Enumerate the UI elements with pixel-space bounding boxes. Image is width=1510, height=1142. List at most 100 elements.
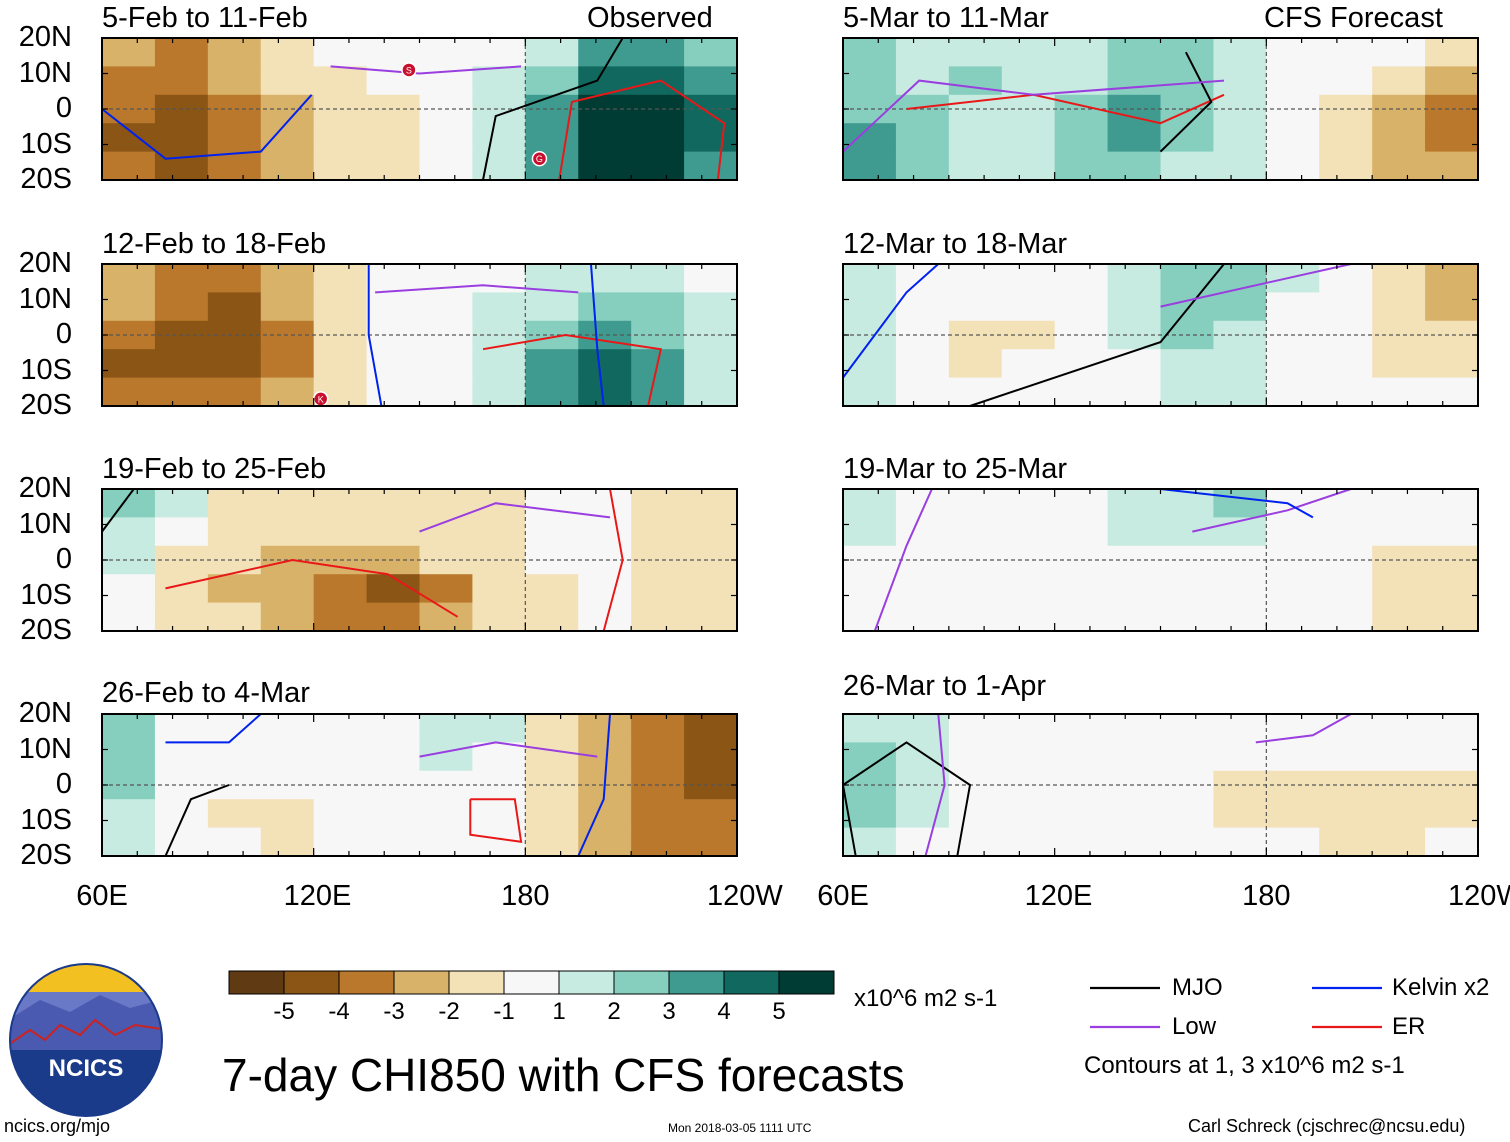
- heatmap-cell: [1054, 714, 1109, 743]
- heatmap-cell: [1001, 742, 1056, 772]
- heatmap-cell: [684, 574, 738, 604]
- panel-6: [842, 488, 1479, 632]
- heatmap-cell: [1372, 66, 1426, 96]
- heatmap-cell: [1107, 377, 1162, 407]
- heatmap-cell: [1425, 799, 1479, 829]
- heatmap-cell: [631, 151, 685, 181]
- panel-title: 19-Feb to 25-Feb: [102, 453, 327, 485]
- heatmap-cell: [684, 827, 738, 857]
- heatmap-cell: [948, 38, 1003, 67]
- lat-tick-label: 20S: [20, 614, 72, 646]
- heatmap-cell: [1213, 827, 1267, 857]
- contour-line: [842, 79, 1225, 153]
- heatmap-cell: [472, 123, 526, 153]
- heatmap-cell: [684, 123, 738, 153]
- storm-label: K: [318, 394, 324, 404]
- colorbar-tick-label: 4: [717, 998, 731, 1025]
- heatmap-cell: [1160, 714, 1215, 743]
- heatmap-cell: [1001, 349, 1056, 379]
- heatmap-cell: [895, 38, 950, 67]
- heatmap-cell: [1319, 292, 1373, 322]
- heatmap-cell: [1266, 827, 1320, 857]
- heatmap-cell: [895, 827, 950, 857]
- lon-tick-label: 120E: [1024, 880, 1093, 912]
- column-label-observed: Observed: [587, 2, 713, 34]
- heatmap-cell: [1160, 151, 1215, 181]
- heatmap-cell: [948, 123, 1003, 153]
- heatmap-cell: [1001, 827, 1056, 857]
- heatmap-cell: [1372, 827, 1426, 857]
- heatmap-cell: [154, 517, 209, 547]
- heatmap-cell: [1266, 517, 1320, 547]
- heatmap-cell: [1372, 799, 1426, 829]
- contour-line: [164, 784, 230, 857]
- heatmap-cell: [1054, 489, 1109, 518]
- heatmap-cell: [1160, 574, 1215, 604]
- heatmap-cell: [1266, 799, 1320, 829]
- heatmap-cell: [948, 799, 1003, 829]
- heatmap-cell: [366, 264, 421, 293]
- heatmap-cell: [1319, 377, 1373, 407]
- heatmap-cell: [684, 489, 738, 518]
- heatmap-cell: [419, 489, 474, 518]
- heatmap-cell: [1425, 517, 1479, 547]
- heatmap-cell: [154, 799, 209, 829]
- heatmap-cell: [843, 38, 897, 67]
- heatmap-cell: [260, 292, 315, 322]
- heatmap-cell: [525, 714, 579, 743]
- heatmap-cell: [1213, 377, 1267, 407]
- heatmap-cell: [1160, 349, 1215, 379]
- heatmap-cell: [366, 489, 421, 518]
- heatmap-cell: [154, 827, 209, 857]
- heatmap-cell: [207, 377, 262, 407]
- heatmap-cell: [1266, 377, 1320, 407]
- heatmap-cell: [102, 264, 156, 293]
- heatmap-cell: [843, 574, 897, 604]
- colorbar-tick-label: 3: [662, 998, 676, 1025]
- contour-line: [558, 79, 726, 181]
- chart-title: 7-day CHI850 with CFS forecasts: [222, 1049, 905, 1101]
- heatmap-cell: [207, 292, 262, 322]
- heatmap-cell: [1213, 349, 1267, 379]
- heatmap-cell: [1425, 827, 1479, 857]
- heatmap-cell: [684, 377, 738, 407]
- heatmap-cell: [154, 489, 209, 518]
- heatmap-cell: [525, 799, 579, 829]
- heatmap-cell: [948, 292, 1003, 322]
- heatmap-cell: [1213, 38, 1267, 67]
- heatmap-cell: [1213, 602, 1267, 632]
- heatmap-cell: [313, 123, 368, 153]
- heatmap-cell: [1001, 38, 1056, 67]
- heatmap-cell: [1107, 349, 1162, 379]
- lat-tick-label: 20N: [18, 21, 72, 53]
- heatmap-cell: [1266, 264, 1320, 293]
- heatmap-cell: [472, 38, 526, 67]
- contour-line: [1159, 51, 1213, 153]
- heatmap-cell: [154, 714, 209, 743]
- contour-line: [842, 263, 939, 379]
- heatmap-cell: [525, 827, 579, 857]
- legend-label-kelvin: Kelvin x2: [1392, 974, 1490, 1001]
- heatmap-cell: [1160, 377, 1215, 407]
- lat-tick-label: 20N: [18, 247, 72, 279]
- heatmap-cell: [1319, 574, 1373, 604]
- lon-tick-label: 120E: [283, 880, 352, 912]
- contour-line: [419, 741, 598, 758]
- heatmap-cell: [843, 799, 897, 829]
- heatmap-cell: [948, 151, 1003, 181]
- heatmap-cell: [260, 714, 315, 743]
- contour-note: Contours at 1, 3 x10^6 m2 s-1: [1084, 1052, 1405, 1079]
- colorbar-tick-label: -3: [383, 998, 405, 1025]
- heatmap-cell: [1001, 151, 1056, 181]
- heatmap-cell: [1425, 349, 1479, 379]
- heatmap-cell: [1425, 574, 1479, 604]
- contour-line: [419, 502, 611, 533]
- heatmap-cell: [313, 742, 368, 772]
- lat-tick-label: 0: [55, 768, 72, 800]
- contour-line: [1160, 488, 1314, 519]
- heatmap-cell: [260, 602, 315, 632]
- heatmap-cell: [366, 602, 421, 632]
- footer-url[interactable]: ncics.org/mjo: [4, 1116, 111, 1136]
- heatmap-cell: [895, 489, 950, 518]
- heatmap-cell: [207, 38, 262, 67]
